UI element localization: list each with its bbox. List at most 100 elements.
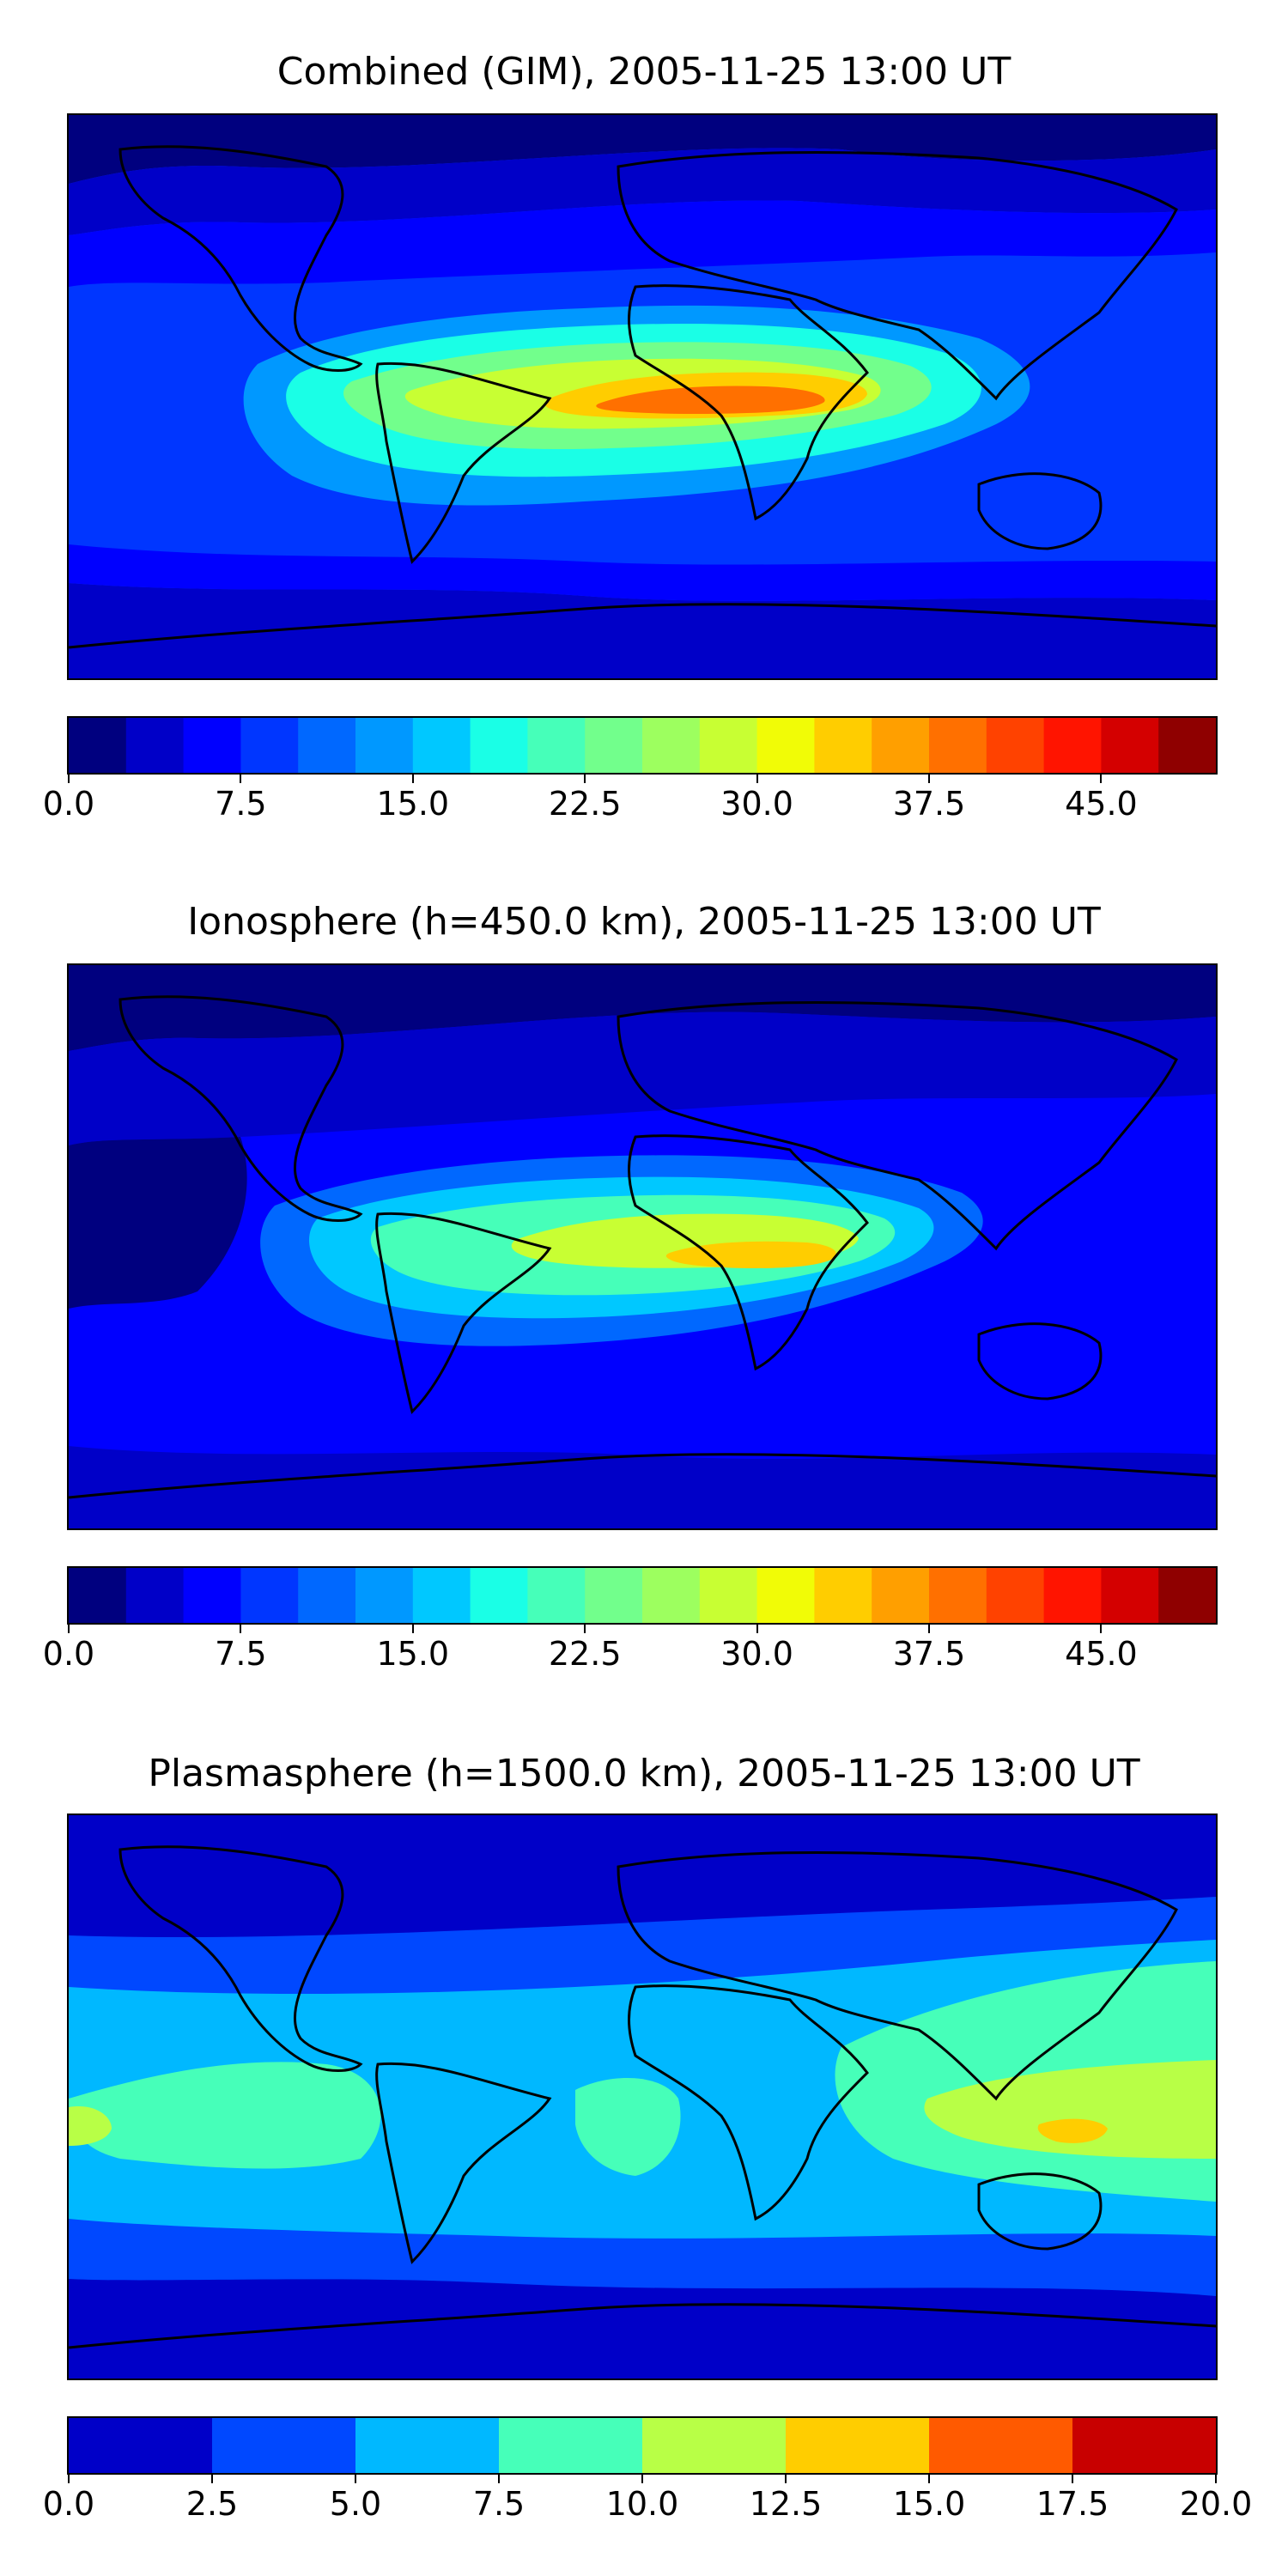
contour-band <box>596 386 825 415</box>
coastline-south-america <box>375 1212 552 1414</box>
colorbar-tick-label: 7.5 <box>472 2485 526 2523</box>
colorbar-swatch <box>412 718 471 773</box>
contour-band <box>69 1137 247 1309</box>
tec-map-combined <box>67 113 1218 680</box>
colorbar-tick <box>1215 2475 1217 2483</box>
coastline-eurasia <box>617 1000 1178 1251</box>
colorbar-tick <box>68 2475 70 2483</box>
colorbar-swatch <box>1043 718 1102 773</box>
colorbar-tick-label: 37.5 <box>892 1635 966 1673</box>
colorbar-tick-label: 5.0 <box>329 2485 382 2523</box>
colorbar-swatch <box>355 1568 414 1623</box>
tec-map-ionosphere <box>67 963 1218 1530</box>
colorbar-tick <box>928 775 930 783</box>
colorbar-swatch <box>1101 1568 1159 1623</box>
contour-band <box>69 2106 112 2146</box>
colorbar-tick-label: 45.0 <box>1065 785 1138 823</box>
colorbar-tick-label: 22.5 <box>548 785 622 823</box>
colorbar-swatch <box>125 1568 185 1623</box>
colorbar-swatch <box>355 2418 500 2473</box>
contour-band <box>69 965 1216 1051</box>
colorbar-tick-label: 0.0 <box>42 785 95 823</box>
coastline-south-america <box>375 361 552 564</box>
colorbar-plasmasphere-swatches <box>69 2418 1216 2473</box>
colorbar-tick <box>584 1625 586 1633</box>
coastline-antarctica <box>69 603 1216 649</box>
colorbar-swatch <box>470 1568 528 1623</box>
contour-band <box>69 115 1216 184</box>
chart-title-ionosphere: Ionosphere (h=450.0 km), 2005-11-25 13:0… <box>187 900 1101 944</box>
contour-band <box>69 1012 1216 1145</box>
colorbar-swatch <box>69 718 127 773</box>
coastline-antarctica <box>69 1453 1216 1499</box>
colorbar-tick-label: 20.0 <box>1179 2485 1253 2523</box>
colorbar-swatch <box>298 718 356 773</box>
contour-band <box>69 2062 381 2169</box>
colorbar-swatch <box>1101 718 1159 773</box>
colorbar-swatch <box>499 2418 643 2473</box>
contour-band <box>1037 2118 1108 2143</box>
coastline-africa <box>628 284 869 521</box>
colorbar-swatch <box>212 2418 356 2473</box>
colorbar-swatch <box>1158 718 1216 773</box>
colorbar-swatch <box>1043 1568 1102 1623</box>
colorbar-tick-label: 7.5 <box>215 785 267 823</box>
colorbar-ionosphere-swatches <box>69 1568 1216 1623</box>
contour-band <box>69 148 1216 235</box>
colorbar-tick-label: 12.5 <box>749 2485 823 2523</box>
colorbar-swatch <box>183 718 241 773</box>
coastline-north-america <box>118 1845 363 2072</box>
colorbar-tick-label: 15.0 <box>376 1635 450 1673</box>
coastline-africa <box>628 1134 869 1371</box>
colorbar-tick <box>928 1625 930 1633</box>
coastline-australia <box>977 1322 1103 1400</box>
contour-band <box>69 583 1216 678</box>
colorbar-swatch <box>756 1568 815 1623</box>
colorbar-swatch <box>412 1568 471 1623</box>
colorbar-tick <box>240 775 242 783</box>
chart-title-combined: Combined (GIM), 2005-11-25 13:00 UT <box>276 50 1012 94</box>
contour-band <box>665 1241 836 1268</box>
colorbar-tick <box>928 2475 930 2483</box>
colorbar-swatch <box>699 718 758 773</box>
colorbar-swatch <box>125 718 185 773</box>
colorbar-swatch <box>756 718 815 773</box>
colorbar-tick <box>584 775 586 783</box>
contour-band <box>575 2078 681 2176</box>
contour-band <box>924 2060 1216 2159</box>
colorbar-tick <box>355 2475 356 2483</box>
colorbar-tick-label: 15.0 <box>892 2485 966 2523</box>
colorbar-tick-label: 45.0 <box>1065 1635 1138 1673</box>
colorbar-swatch <box>1158 1568 1216 1623</box>
coastline-africa <box>628 1984 869 2221</box>
colorbar-swatch <box>240 718 299 773</box>
colorbar-swatch <box>183 1568 241 1623</box>
contour-band <box>69 1446 1216 1528</box>
coastline-south-america <box>375 2062 552 2264</box>
coastline-antarctica <box>69 2303 1216 2349</box>
colorbar-swatch <box>986 1568 1045 1623</box>
colorbar-swatch <box>929 718 987 773</box>
colorbar-swatch <box>814 718 872 773</box>
colorbar-tick-label: 7.5 <box>215 1635 267 1673</box>
coastline-north-america <box>118 995 363 1222</box>
colorbar-tick <box>211 2475 213 2483</box>
colorbar-swatch <box>527 718 586 773</box>
colorbar-swatch <box>814 1568 872 1623</box>
colorbar-tick <box>1100 1625 1103 1633</box>
colorbar-tick-label: 22.5 <box>548 1635 622 1673</box>
colorbar-tick <box>498 2475 500 2483</box>
colorbar-swatch <box>642 2418 787 2473</box>
colorbar-combined <box>67 716 1218 775</box>
colorbar-tick <box>756 775 758 783</box>
contour-band <box>69 200 1216 287</box>
colorbar-plasmasphere <box>67 2416 1218 2475</box>
colorbar-swatch <box>355 718 414 773</box>
coastline-eurasia <box>617 1850 1178 2101</box>
coastline-north-america <box>118 145 363 372</box>
colorbar-swatch <box>1072 2418 1216 2473</box>
colorbar-swatch <box>786 2418 930 2473</box>
colorbar-ticks-combined: 0.0 7.5 15.0 22.5 30.0 37.5 45.0 <box>43 775 1218 826</box>
colorbar-tick-label: 37.5 <box>892 785 966 823</box>
colorbar-swatch <box>470 718 528 773</box>
